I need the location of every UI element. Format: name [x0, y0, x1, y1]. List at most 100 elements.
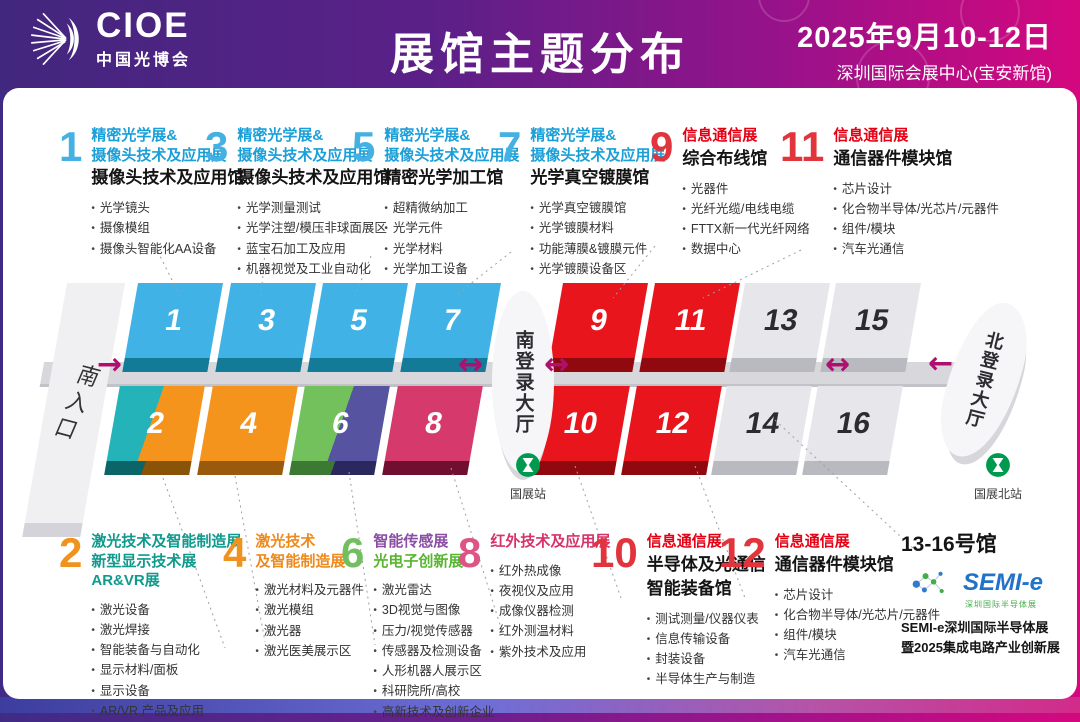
hall-annotation-number: 7 [498, 123, 522, 170]
hall-number: 2 [144, 406, 168, 440]
hall-block-8: 8 [382, 386, 483, 475]
bullet-item: 汽车光通信 [833, 239, 998, 259]
exhibition-title: 精密光学展& [384, 127, 471, 144]
bullet-item: 激光医美展示区 [255, 641, 364, 661]
bullet-item: 红外测温材料 [490, 621, 610, 641]
logo-subtext: 中国光博会 [96, 52, 192, 69]
bullet-item: 激光材料及元器件 [255, 580, 364, 600]
hall-front-face [729, 358, 817, 372]
hall-block-11: 11 [639, 283, 740, 372]
event-date: 2025年9月10-12日 [797, 22, 1052, 54]
content-card: 南入口 1 3 5 7 9 11 13 15 2 4 6 8 10 12 14 16 南登录大厅 北登录大厅 … [3, 88, 1077, 719]
exhibition-title: 激光技术 [255, 533, 316, 550]
bullet-item: 夜视仪及应用 [490, 581, 610, 601]
exhibition-title: 精密光学展& [237, 127, 324, 144]
metro-icon [986, 453, 1010, 477]
south-lobby-label: 南登录大厅 [512, 329, 534, 435]
hall-number: 6 [329, 406, 353, 440]
bullet-item: 人形机器人展示区 [373, 661, 494, 681]
hall-annotation-number: 2 [59, 529, 83, 576]
hall-front-face [215, 358, 303, 372]
hall-number: 7 [440, 303, 464, 337]
bullet-item: 光学材料 [384, 239, 519, 259]
north-lobby-label: 北登录大厅 [962, 329, 1006, 431]
hall-annotation-number: 11 [780, 123, 825, 170]
bullet-item: 光学镜头 [91, 198, 244, 218]
exhibition-title: 信息通信展 [833, 127, 909, 144]
bullet-item: 激光焊接 [91, 620, 241, 640]
header: CIOE 中国光博会 展馆主题分布 2025年9月10-12日 深圳国际会展中心… [0, 0, 1080, 90]
exhibition-title: 新型显示技术展 [91, 552, 197, 570]
bullet-item: 光纤光缆/电线电缆 [682, 199, 809, 219]
semi-e-logo-caption: 深圳国际半导体展 [965, 600, 1037, 609]
annotation-hall-3: 3 精密光学展&摄像头技术及应用展摄像头技术及应用馆光学测量测试光学注塑/模压非球… [205, 126, 390, 279]
bullet-item: 化合物半导体/光芯片/元器件 [775, 605, 940, 625]
bullet-item: 科研院所/高校 [373, 681, 494, 701]
page-title: 展馆主题分布 [390, 30, 690, 79]
bullet-item: 激光雷达 [373, 580, 494, 600]
bullet-item: 半导体生产与制造 [647, 669, 766, 689]
hall-annotation-number: 9 [650, 123, 674, 170]
semi-e-line2: 暨2025集成电路产业创新展 [901, 640, 1060, 656]
hall-annotation-number: 4 [223, 529, 247, 576]
bullet-item: 组件/模块 [833, 219, 998, 239]
bullet-item: 芯片设计 [775, 585, 940, 605]
bullet-item: 光学镀膜材料 [530, 218, 665, 238]
hall-annotation-number: 8 [458, 529, 482, 576]
bullet-item: 摄像模组 [91, 218, 244, 238]
hall-number: 8 [422, 406, 446, 440]
hall-front-face [289, 461, 377, 475]
semi-e-logo: SEMI-e [901, 568, 1060, 598]
hall-number: 13 [761, 303, 801, 337]
annotation-hall-11: 11 信息通信展通信器件模块馆芯片设计化合物半导体/光芯片/元器件组件/模块汽车光… [780, 126, 999, 260]
hall-block-5: 5 [307, 283, 408, 372]
bullet-item: 机器视觉及工业自动化 [237, 259, 390, 279]
semi-e-line1: SEMI-e深圳国际半导体展 [901, 620, 1049, 635]
hall-13-16-heading: 13-16号馆 [901, 533, 997, 556]
hall-name: 精密光学加工馆 [384, 168, 504, 187]
hall-name: 通信器件模块馆 [833, 148, 953, 168]
exhibition-title: 信息通信展 [682, 127, 758, 144]
hall-block-2: 2 [104, 386, 205, 475]
hall-number: 5 [347, 303, 371, 337]
hall-name: 通信器件模块馆 [774, 554, 894, 574]
bullet-item: 化合物半导体/光芯片/元器件 [833, 199, 999, 219]
hall-13-16-section: 13-16号馆 SEMI-e 深圳国际半导体展 SEMI-e深圳国际半导体展 暨… [901, 528, 1060, 658]
exhibition-title: 智能传感展 [373, 533, 449, 550]
south-entrance-block: 南入口 [22, 283, 125, 537]
exhibition-title: 光电子创新展 [373, 552, 464, 570]
hall-name: 光学真空镀膜馆 [530, 168, 650, 187]
bullet-item: 信息传输设备 [647, 629, 766, 649]
hall-block-4: 4 [197, 386, 298, 475]
south-metro-station: 国展站 [496, 452, 560, 502]
hall-name: 摄像头技术及应用馆 [237, 168, 391, 187]
bullet-item: FTTX新一代光纤网络 [682, 219, 810, 239]
south-station-label: 国展站 [509, 487, 546, 501]
exhibition-title: 精密光学展& [91, 127, 178, 144]
hall-front-face [382, 461, 470, 475]
hall-front-face [122, 358, 210, 372]
hall-front-face [104, 461, 192, 475]
hall-number: 3 [255, 303, 279, 337]
hall-number: 14 [743, 406, 783, 440]
north-station-label: 国展北站 [973, 487, 1022, 501]
bullet-item: 光学注塑/模压非球面展区 [237, 218, 390, 238]
annotation-hall-7: 7 精密光学展&摄像头技术及应用展光学真空镀膜馆光学真空镀膜馆光学镀膜材料功能薄膜… [498, 126, 665, 279]
hall-block-3: 3 [215, 283, 316, 372]
bullet-item: 功能薄膜&镀膜元件 [530, 239, 665, 259]
bullet-item: 压力/视觉传感器 [373, 621, 494, 641]
bullet-item: 组件/模块 [775, 625, 940, 645]
exhibition-title: 精密光学展& [530, 127, 617, 144]
bullet-item: 高新技术及创新企业 [373, 702, 495, 722]
hall-number: 16 [834, 406, 874, 440]
exhibition-title: 激光技术及智能制造展 [91, 533, 242, 550]
hall-annotation-number: 12 [719, 529, 766, 576]
bullet-item: 紫外技术及应用 [490, 642, 610, 662]
bullet-item: 测试测量/仪器仪表 [647, 609, 766, 629]
bullet-item: 显示设备 [91, 681, 241, 701]
hall-front-face [802, 461, 890, 475]
hall-annotation-number: 3 [205, 123, 229, 170]
exhibition-title: 摄像头技术及应用展 [91, 146, 227, 164]
bullet-item: AR/VR 产品及应用 [91, 701, 241, 721]
bullet-item: 芯片设计 [833, 179, 998, 199]
